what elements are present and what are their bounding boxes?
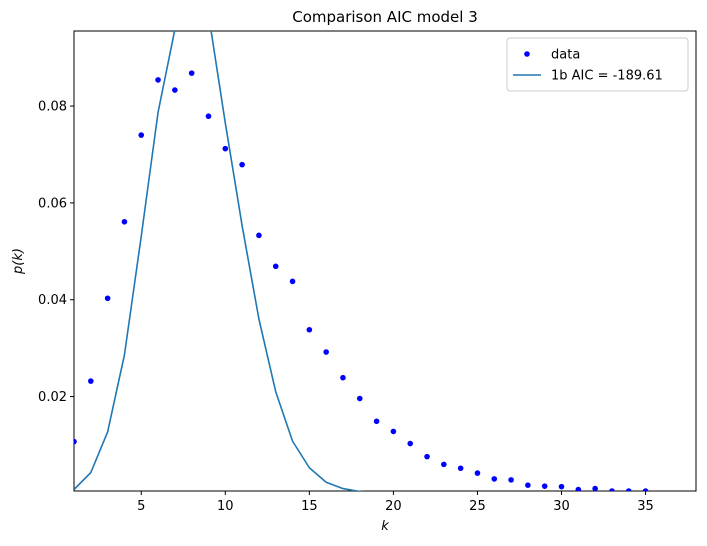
data-point — [609, 488, 615, 491]
data-point — [457, 465, 464, 472]
x-tick-label: 30 — [553, 499, 570, 514]
y-tick-label: 0.02 — [38, 390, 67, 405]
data-point — [74, 438, 77, 445]
x-tick-label: 10 — [217, 499, 234, 514]
data-point — [491, 476, 498, 482]
x-axis-label: k — [381, 519, 389, 534]
data-point — [172, 87, 178, 93]
data-point — [205, 113, 212, 120]
data-point — [356, 395, 363, 402]
data-point — [104, 295, 111, 302]
y-axis-label: p(k) — [11, 248, 26, 275]
data-point — [138, 132, 145, 138]
data-point — [222, 145, 229, 152]
data-point — [340, 374, 346, 381]
x-tick-label: 5 — [137, 499, 145, 514]
data-point — [625, 488, 632, 491]
data-point — [508, 477, 514, 483]
data-point — [323, 349, 329, 355]
data-point — [558, 483, 565, 490]
y-tick-label: 0.08 — [38, 100, 67, 115]
y-tick-label: 0.04 — [38, 293, 67, 308]
data-point — [424, 453, 430, 460]
x-tick-label: 25 — [469, 499, 486, 514]
series-line-fit — [74, 31, 366, 491]
data-point — [272, 263, 279, 270]
data-point — [642, 488, 649, 491]
data-point — [155, 77, 161, 83]
x-tick-label: 15 — [301, 499, 318, 514]
legend: data 1b AIC = -189.61 — [506, 37, 689, 92]
data-point — [256, 232, 262, 239]
x-axis: 5 10 15 20 25 30 35 — [137, 491, 654, 514]
x-tick-label: 35 — [637, 499, 654, 514]
legend-box — [506, 37, 689, 92]
legend-marker-data — [524, 51, 530, 57]
y-axis: 0.02 0.04 0.06 0.08 — [38, 100, 74, 405]
y-tick-label: 0.06 — [38, 196, 67, 211]
legend-label: 1b AIC = -189.61 — [551, 69, 663, 84]
data-point — [474, 470, 481, 476]
data-point — [525, 482, 531, 488]
plot-area — [73, 30, 697, 492]
data-point — [575, 486, 582, 491]
data-point — [188, 70, 195, 76]
legend-label: data — [551, 48, 580, 63]
data-point — [88, 378, 94, 384]
data-point — [390, 428, 397, 435]
data-point — [121, 218, 128, 225]
data-point — [441, 461, 447, 468]
data-point — [306, 326, 313, 333]
data-point — [541, 483, 548, 489]
data-point — [289, 278, 296, 285]
data-point — [373, 418, 380, 425]
data-point — [407, 440, 414, 447]
plot-layer — [74, 31, 649, 491]
data-point — [592, 485, 598, 491]
x-tick-label: 20 — [385, 499, 402, 514]
chart-title: Comparison AIC model 3 — [292, 8, 478, 26]
data-point — [239, 161, 245, 168]
